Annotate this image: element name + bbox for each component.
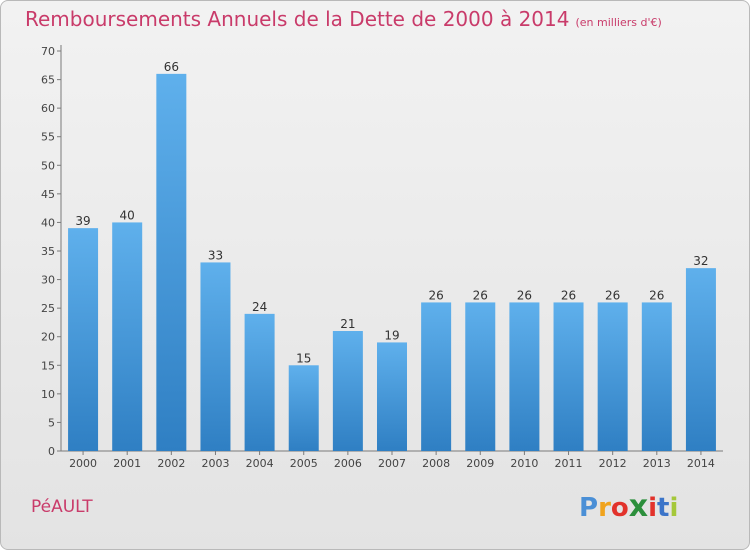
x-tick-label: 2006	[334, 457, 362, 470]
logo-letter: P	[579, 493, 599, 523]
x-tick-label: 2014	[687, 457, 715, 470]
bar-2001	[112, 222, 143, 451]
y-tick-label: 5	[48, 416, 55, 429]
y-tick-label: 60	[41, 102, 55, 115]
x-tick-label: 2009	[466, 457, 494, 470]
bar-2003	[200, 262, 231, 451]
data-label-2004: 24	[252, 300, 267, 314]
data-label-2010: 26	[517, 288, 532, 302]
data-label-2009: 26	[473, 288, 488, 302]
bar-2007	[377, 342, 407, 451]
x-tick-label: 2011	[555, 457, 583, 470]
y-tick-label: 20	[41, 331, 55, 344]
x-tick-label: 2001	[113, 457, 141, 470]
y-tick-label: 55	[41, 131, 55, 144]
bar-2006	[332, 331, 363, 451]
chart-title: Remboursements Annuels de la Dette de 20…	[25, 7, 662, 31]
bar-2008	[421, 302, 452, 451]
bars	[68, 73, 716, 451]
x-tick-label: 2002	[157, 457, 185, 470]
y-tick-label: 40	[41, 216, 55, 229]
data-label-2005: 15	[296, 351, 311, 365]
x-tick-label: 2005	[290, 457, 318, 470]
bar-2013	[641, 302, 672, 451]
y-tick-label: 10	[41, 388, 55, 401]
logo-letter: i	[669, 493, 679, 523]
data-label-2014: 32	[693, 254, 708, 268]
data-label-2006: 21	[340, 317, 355, 331]
bar-2012	[597, 302, 628, 451]
axes: 0 5 10 15 20 25 30 35 40 45 50 55 60 65 70 2000 2001 2002…	[41, 45, 723, 470]
data-label-2012: 26	[605, 288, 620, 302]
y-tick-label: 45	[41, 188, 55, 201]
y-tick-label: 70	[41, 45, 55, 58]
data-labels: 39 40 66 33 24 15 21 19 26 26 26 26 26 26 32	[75, 60, 708, 365]
x-tick-label: 2008	[422, 457, 450, 470]
data-label-2001: 40	[120, 208, 135, 222]
logo-letter: o	[610, 493, 629, 523]
y-tick-label: 15	[41, 359, 55, 372]
y-tick-label: 0	[48, 445, 55, 458]
bar-2010	[509, 302, 540, 451]
bar-2011	[553, 302, 584, 451]
x-tick-label: 2013	[643, 457, 671, 470]
bar-2009	[465, 302, 496, 451]
bar-2002	[156, 73, 187, 451]
y-tick-label: 65	[41, 74, 55, 87]
data-label-2000: 39	[75, 214, 90, 228]
y-tick-label: 50	[41, 159, 55, 172]
x-tick-label: 2004	[246, 457, 274, 470]
bar-2014	[685, 268, 716, 451]
logo-letter: x	[628, 489, 649, 524]
bar-2005	[288, 365, 319, 451]
data-label-2007: 19	[384, 328, 399, 342]
x-tick-label: 2012	[599, 457, 627, 470]
logo-letter: t	[657, 493, 670, 523]
x-tick-label: 2007	[378, 457, 406, 470]
data-label-2008: 26	[428, 288, 443, 302]
bar-2000	[68, 228, 99, 451]
chart-subtitle: (en milliers d'€)	[575, 16, 662, 29]
data-label-2002: 66	[164, 60, 179, 74]
y-tick-label: 35	[41, 245, 55, 258]
logo-letter: r	[598, 493, 611, 523]
x-tick-label: 2010	[510, 457, 538, 470]
y-tick-label: 25	[41, 302, 55, 315]
data-label-2013: 26	[649, 288, 664, 302]
y-tick-label: 30	[41, 274, 55, 287]
x-tick-label: 2003	[201, 457, 229, 470]
commune-name: PéAULT	[31, 497, 93, 517]
data-label-2011: 26	[561, 288, 576, 302]
bar-2004	[244, 313, 275, 451]
data-label-2003: 33	[208, 248, 223, 262]
proxiti-logo[interactable]: Proxiti	[579, 489, 678, 524]
x-tick-label: 2000	[69, 457, 97, 470]
logo-letter: i	[648, 493, 658, 523]
title-text: Remboursements Annuels de la Dette de 20…	[25, 7, 570, 31]
